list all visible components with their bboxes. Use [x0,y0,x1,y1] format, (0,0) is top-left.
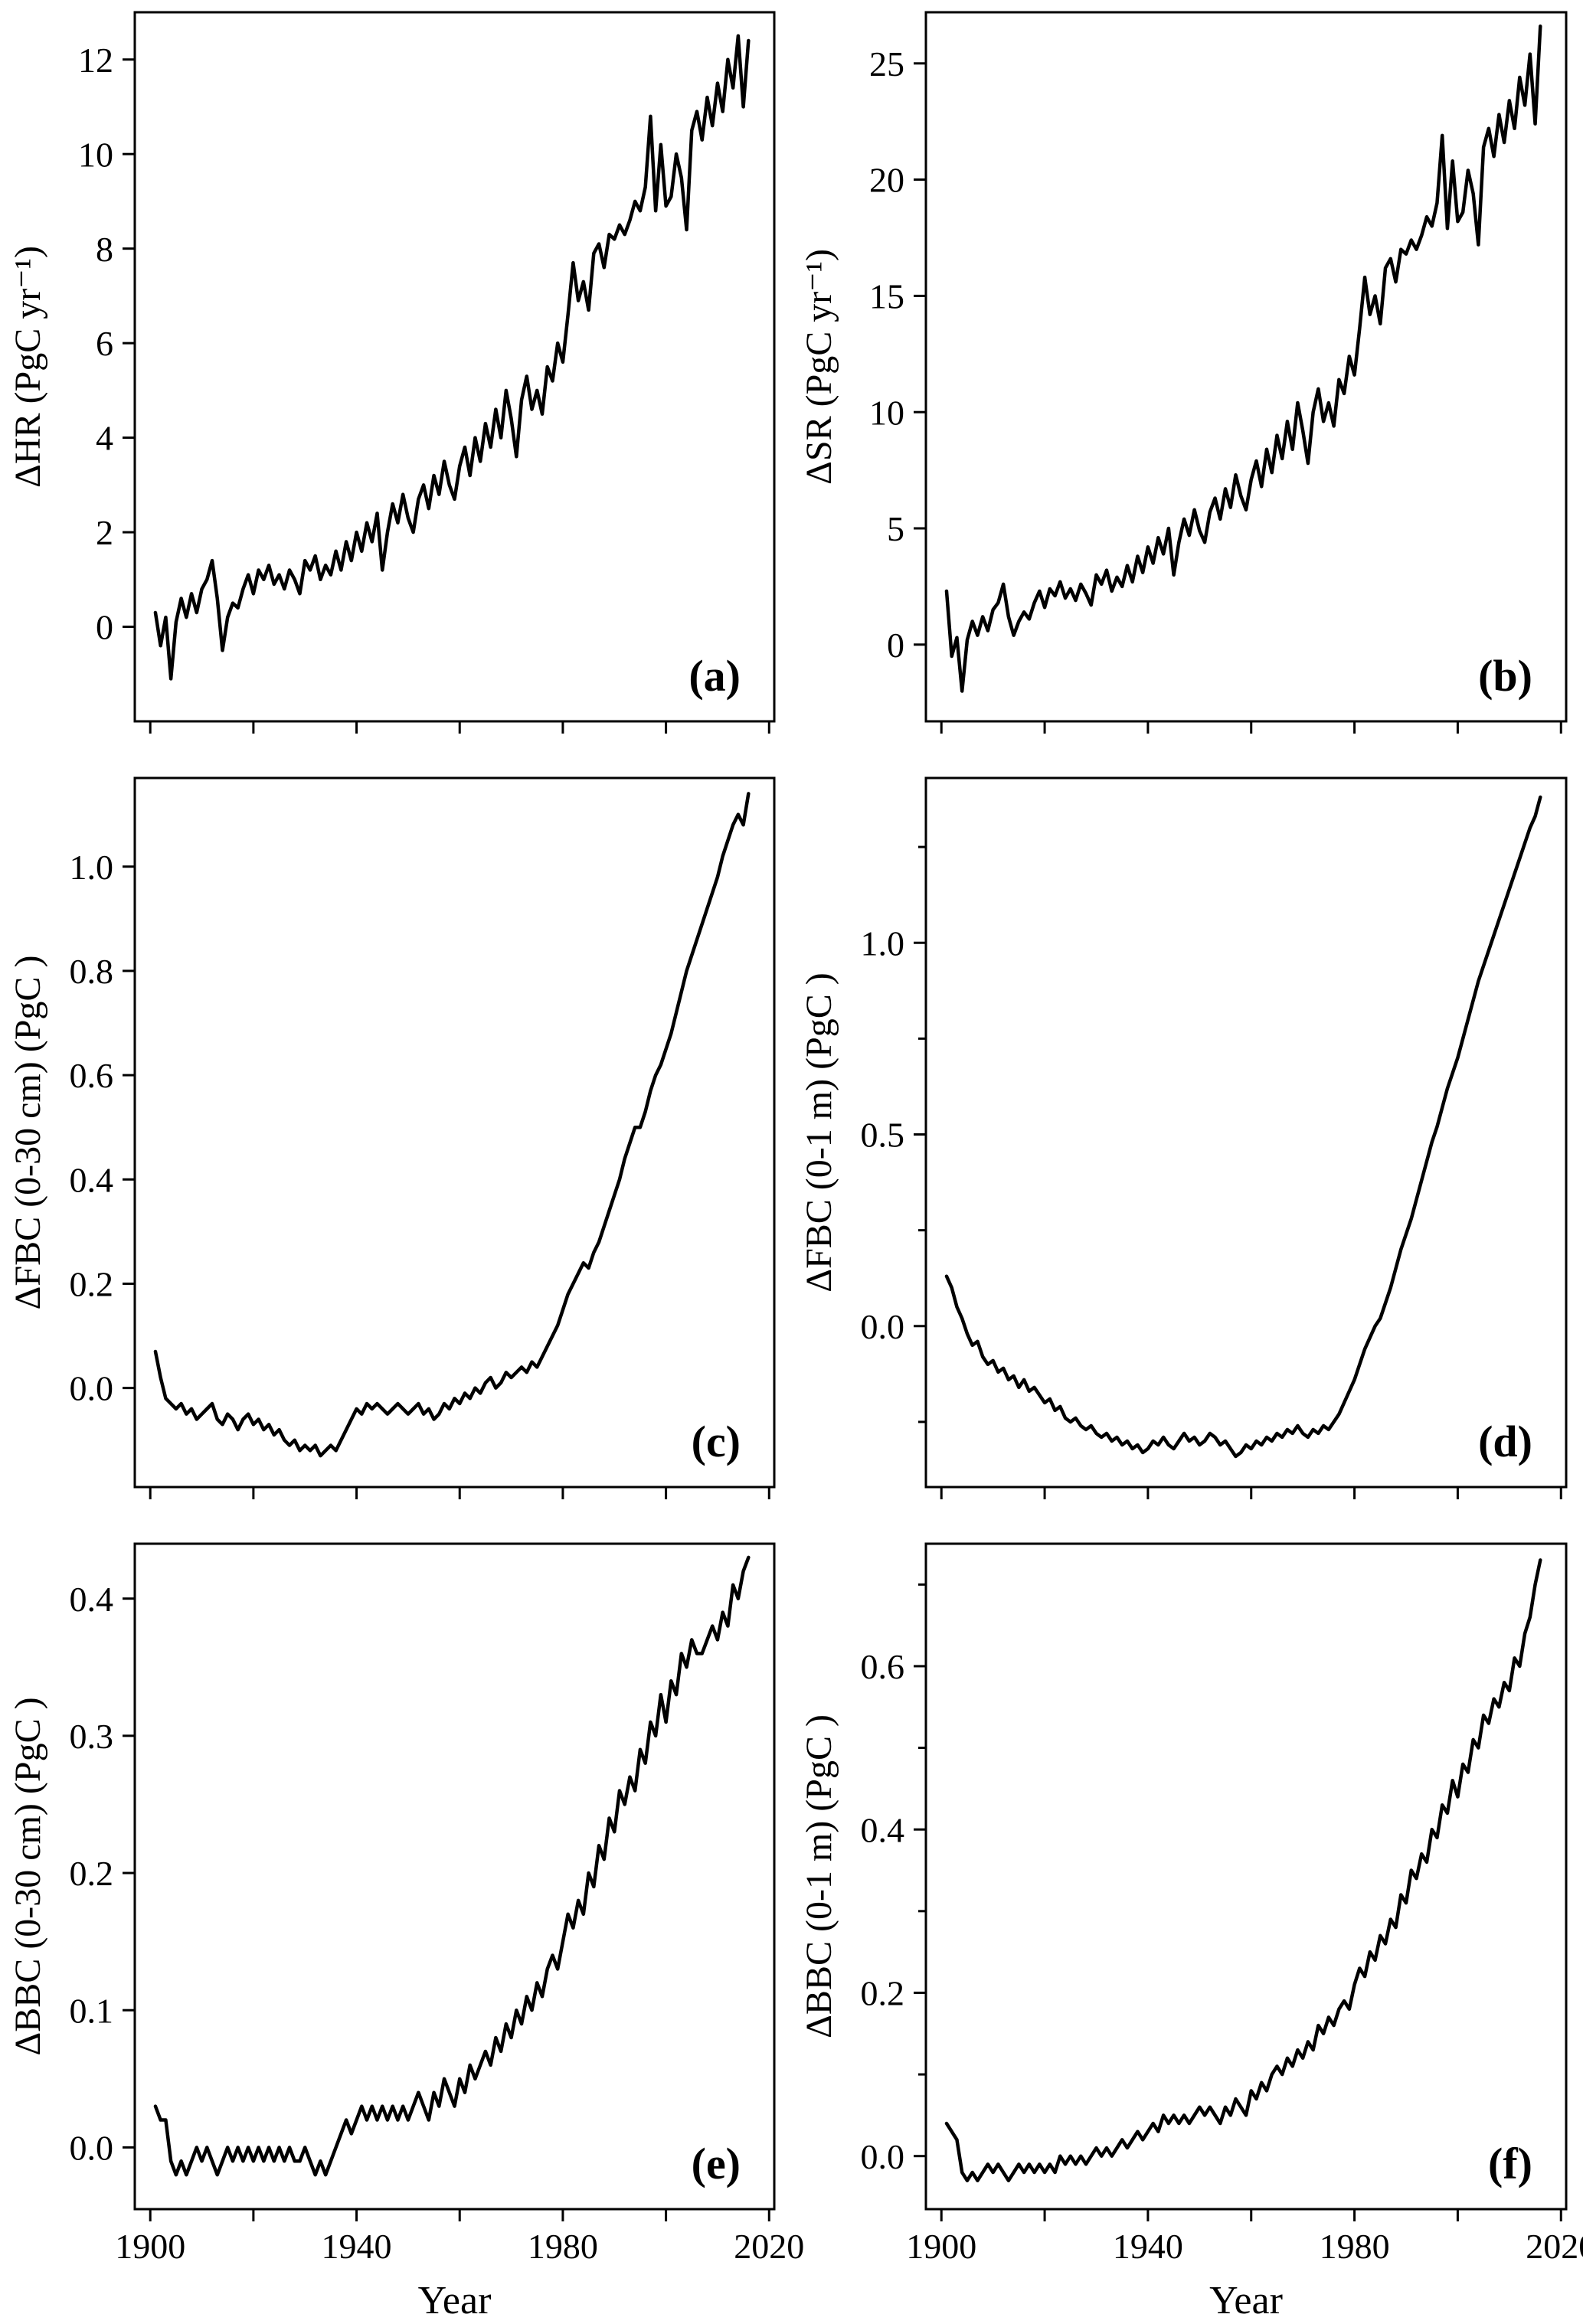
panel-c-chart: 0.0 0.2 0.4 0.6 0.8 1.0 ΔFBC (0-30 cm) (PgC ) (… [8,776,776,1499]
y-tick-label: 0.6 [861,1647,905,1686]
y-axis-title: ΔFBC (0-30 cm) (PgC ) [8,956,48,1310]
x-tick-label: 1940 [322,2227,392,2266]
y-tick-label: 0 [96,608,113,647]
plot-frame [924,1542,1568,2211]
y-tick-label: 0.2 [70,1854,114,1893]
panel-a-chart: 0 2 4 6 8 10 12 ΔHR (PgC yr⁻¹) (a) [8,11,776,734]
data-line [153,1555,751,2177]
panel-f-cell: 1900 1940 1980 2020 0.0 0.2 0.4 0.6 ΔBBC (0-1 m)… [791,1531,1583,2324]
panel-b-chart: 0 5 10 15 20 25 ΔSR (PgC yr⁻¹) (b) [799,11,1568,734]
panel-a-cell: 0 2 4 6 8 10 12 ΔHR (PgC yr⁻¹) (a) [0,0,791,766]
y-tick-label: 6 [96,324,113,363]
panel-b-cell: 0 5 10 15 20 25 ΔSR (PgC yr⁻¹) (b) [791,0,1583,766]
y-tick-label: 4 [96,419,113,458]
plot-frame [133,1542,776,2211]
x-axis-title: Year [1209,2279,1283,2322]
y-tick-label: 10 [869,393,904,432]
y-tick-label: 0.5 [861,1116,905,1155]
data-line [153,34,751,681]
y-tick-label: 0.0 [70,1369,114,1408]
y-tick-label: 25 [869,44,904,83]
y-tick-label: 0.3 [70,1717,114,1756]
x-tick-label: 1900 [115,2227,185,2266]
panel-label: (f) [1488,2139,1532,2188]
y-tick-label: 0.8 [70,952,114,991]
data-line [944,1558,1542,2182]
panel-label: (d) [1478,1417,1532,1466]
x-tick-label: 1940 [1113,2227,1183,2266]
panel-label: (a) [688,651,741,701]
panel-e-chart: 1900 1940 1980 2020 0.0 0.1 0.2 0.3 0.4 ΔBBC (0-3… [8,1542,804,2322]
y-tick-label: 0.4 [70,1580,114,1619]
y-tick-label: 10 [78,135,113,174]
y-tick-label: 2 [96,513,113,552]
y-axis-title: ΔHR (PgC yr⁻¹) [8,246,48,488]
y-tick-label: 12 [78,41,113,80]
y-tick-label: 8 [96,230,113,269]
y-tick-label: 0.4 [70,1160,114,1199]
y-axis-title: ΔFBC (0-1 m) (PgC ) [799,972,839,1293]
data-line [944,24,1542,693]
data-line [153,792,751,1458]
plot-frame [133,11,776,723]
x-axis-title: Year [418,2279,492,2322]
panel-d-chart: 0.0 0.5 1.0 ΔFBC (0-1 m) (PgC ) (d) [799,776,1568,1499]
y-tick-label: 0.2 [861,1974,905,2013]
panel-d-cell: 0.0 0.5 1.0 ΔFBC (0-1 m) (PgC ) (d) [791,766,1583,1531]
y-tick-label: 5 [887,509,904,548]
y-tick-label: 0.0 [70,2128,114,2167]
y-tick-label: 20 [869,161,904,200]
y-tick-label: 15 [869,277,904,316]
y-tick-label: 0.0 [861,2137,905,2176]
panel-label: (b) [1478,651,1532,701]
y-axis-title: ΔBBC (0-1 m) (PgC ) [799,1714,839,2038]
y-tick-label: 0.4 [861,1810,905,1849]
x-tick-label: 2020 [1526,2227,1583,2266]
x-tick-label: 1980 [1320,2227,1390,2266]
y-tick-label: 1.0 [861,923,905,963]
plot-frame [133,776,776,1489]
y-tick-label: 0.1 [70,1991,114,2030]
plot-frame [924,776,1568,1489]
panel-e-cell: 1900 1940 1980 2020 0.0 0.1 0.2 0.3 0.4 ΔBBC (0-3… [0,1531,804,2324]
y-tick-label: 0.0 [861,1307,905,1346]
y-tick-label: 1.0 [70,848,114,887]
x-tick-label: 1980 [528,2227,598,2266]
panel-label: (e) [692,2139,741,2188]
panel-label: (c) [692,1417,741,1466]
y-axis-title: ΔSR (PgC yr⁻¹) [799,249,839,485]
panel-c-cell: 0.0 0.2 0.4 0.6 0.8 1.0 ΔFBC (0-30 cm) (PgC ) (… [0,766,791,1531]
x-tick-label: 2020 [734,2227,804,2266]
y-axis-title: ΔBBC (0-30 cm) (PgC ) [8,1697,48,2055]
data-line [944,795,1542,1459]
plot-frame [924,11,1568,723]
y-tick-label: 0.6 [70,1056,114,1095]
y-tick-label: 0.2 [70,1265,114,1304]
x-tick-label: 1900 [906,2227,976,2266]
panel-f-chart: 1900 1940 1980 2020 0.0 0.2 0.4 0.6 ΔBBC (0-1 m)… [799,1542,1583,2322]
y-tick-label: 0 [887,626,904,665]
